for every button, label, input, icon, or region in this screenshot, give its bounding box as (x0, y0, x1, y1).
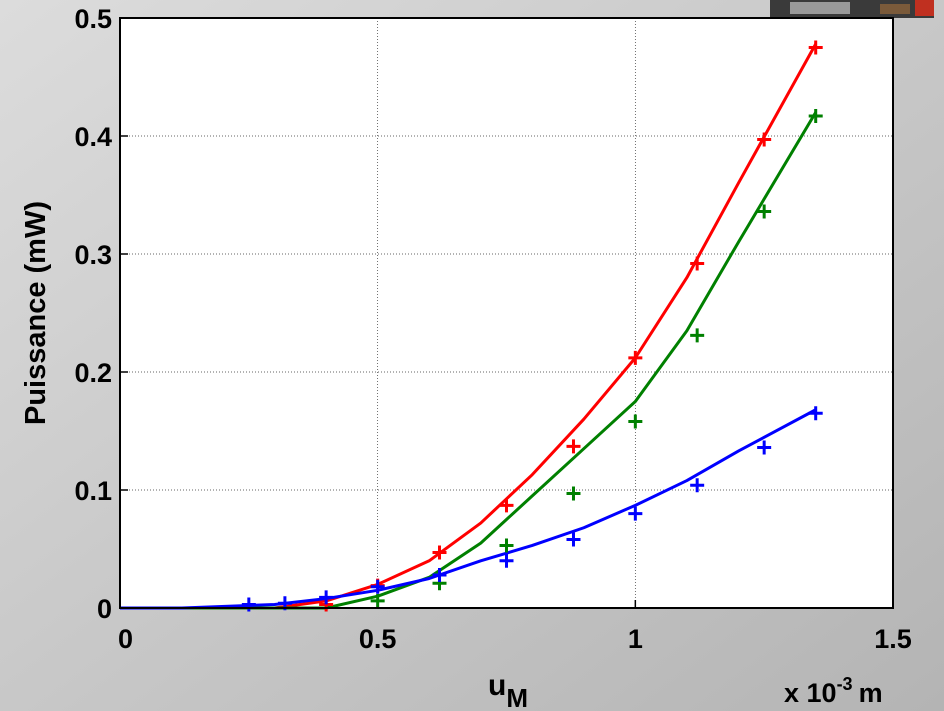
data-marker (690, 328, 705, 343)
fit-line (120, 408, 817, 610)
data-marker (566, 532, 581, 547)
multiplier-base: x 10 (784, 678, 837, 708)
multiplier-unit: m (859, 678, 883, 708)
data-marker (808, 108, 823, 123)
multiplier-exponent: -3 (837, 674, 853, 694)
data-marker (499, 538, 514, 553)
x-axis-label-main: u (488, 669, 506, 702)
data-marker (319, 590, 334, 605)
axes-box (119, 17, 894, 609)
data-marker (690, 478, 705, 493)
data-marker (432, 567, 447, 582)
data-marker (757, 440, 772, 455)
data-marker (566, 439, 581, 454)
data-marker (499, 498, 514, 513)
data-marker (432, 545, 447, 560)
data-marker (628, 350, 643, 365)
data-marker (566, 486, 581, 501)
y-tick-label: 0.1 (74, 476, 112, 506)
data-marker (241, 597, 256, 612)
y-tick-label: 0.3 (74, 240, 112, 270)
fit-line (120, 111, 817, 610)
x-multiplier: x 10-3 m (784, 674, 883, 708)
data-marker (690, 256, 705, 271)
data-marker (808, 40, 823, 55)
data-marker (499, 553, 514, 568)
x-tick-label: 1.5 (874, 624, 912, 654)
data-marker (370, 579, 385, 594)
y-axis-label: Puissance (mW) (20, 201, 52, 425)
data-marker (370, 593, 385, 608)
y-tick-label: 0.4 (74, 122, 112, 152)
x-axis-label-sub: M (506, 683, 528, 711)
data-marker (628, 414, 643, 429)
x-axis-label: uM (488, 669, 528, 711)
data-marker (628, 506, 643, 521)
photo-fragment (770, 0, 934, 18)
x-tick-label: 1 (628, 624, 643, 654)
data-marker (757, 204, 772, 219)
y-tick-label: 0 (97, 594, 112, 624)
x-tick-label: 0.5 (359, 624, 397, 654)
y-tick-label: 0.2 (74, 358, 112, 388)
x-tick-label: 0 (118, 624, 133, 654)
y-tick-label: 0.5 (74, 4, 112, 34)
data-marker (757, 132, 772, 147)
data-marker (808, 406, 823, 421)
